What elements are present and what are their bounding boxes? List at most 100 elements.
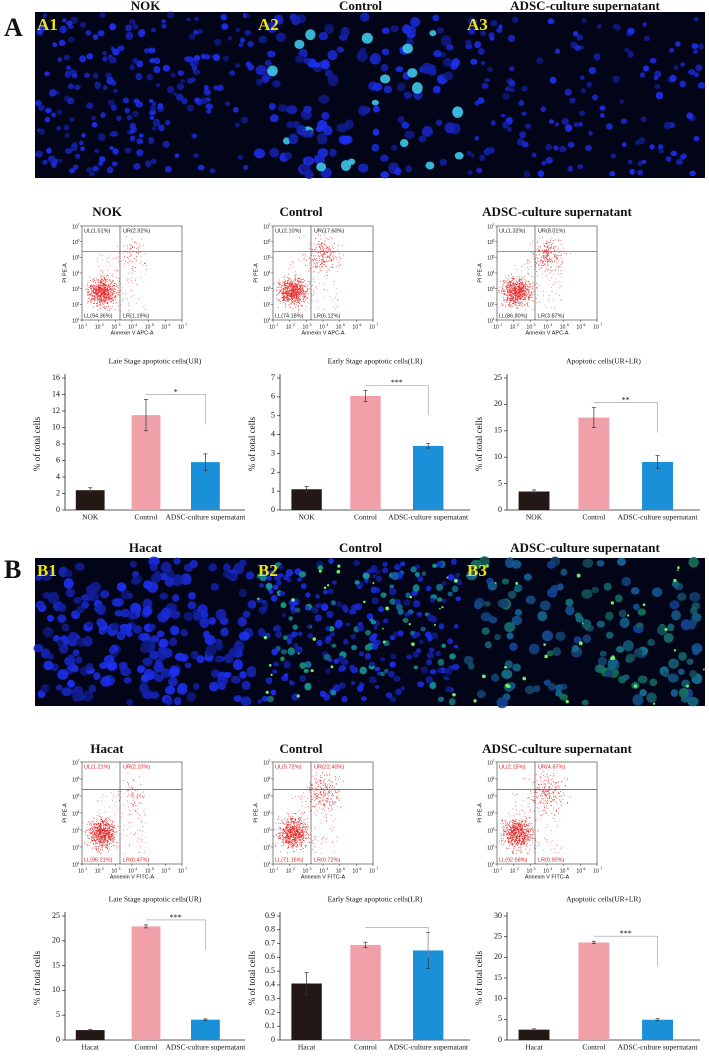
event-dot — [315, 285, 317, 287]
nucleus — [41, 571, 53, 582]
nucleus — [553, 145, 559, 151]
nucleus — [688, 623, 696, 630]
event-dot — [116, 292, 118, 294]
event-dot — [522, 281, 524, 283]
nucleus — [479, 154, 486, 162]
event-dot — [323, 264, 325, 266]
event-dot — [322, 249, 324, 251]
nucleus — [279, 590, 286, 597]
event-dot — [546, 241, 548, 243]
nucleus — [680, 695, 690, 703]
y-tick-base: 10 — [487, 318, 493, 324]
event-dot — [116, 296, 117, 298]
micrograph-label: B2 — [258, 561, 278, 580]
event-dot — [118, 281, 120, 283]
nucleus — [99, 662, 108, 670]
nucleus — [414, 573, 420, 578]
event-dot — [134, 271, 136, 272]
event-dot — [102, 270, 104, 272]
event-dot — [102, 280, 104, 282]
event-dot — [554, 270, 556, 272]
nucleus — [65, 65, 72, 71]
event-dot — [540, 260, 542, 262]
event-dot — [548, 294, 550, 296]
event-dot — [335, 306, 337, 308]
event-dot — [277, 307, 279, 308]
event-dot — [286, 298, 288, 300]
event-dot — [560, 253, 562, 255]
nucleus — [637, 169, 644, 176]
event-dot — [96, 849, 98, 851]
event-dot — [545, 249, 546, 251]
event-dot — [326, 275, 328, 276]
event-dot — [554, 281, 556, 283]
event-dot — [92, 297, 94, 299]
event-dot — [283, 277, 285, 279]
event-dot — [283, 289, 285, 291]
event-dot — [114, 828, 116, 830]
event-dot — [103, 842, 104, 844]
event-dot — [117, 245, 119, 247]
event-dot — [516, 283, 518, 285]
event-dot — [327, 239, 329, 241]
event-dot — [113, 841, 115, 843]
event-dot — [520, 292, 522, 294]
nucleus — [316, 162, 327, 172]
event-dot — [319, 282, 321, 284]
event-dot — [535, 257, 537, 258]
event-dot — [98, 279, 100, 280]
event-dot — [111, 287, 113, 289]
nucleus — [376, 575, 383, 583]
event-dot — [276, 290, 278, 292]
event-dot — [508, 297, 509, 299]
event-dot — [506, 297, 508, 298]
nucleus — [299, 675, 307, 683]
nucleus — [305, 592, 311, 598]
nucleus — [273, 573, 282, 581]
event-dot — [313, 261, 315, 263]
event-dot — [108, 295, 110, 297]
event-dot — [94, 289, 96, 291]
x-tick-base: 10 — [162, 324, 168, 330]
event-dot — [519, 288, 521, 290]
event-dot — [510, 306, 512, 308]
event-dot — [109, 262, 111, 264]
nucleus — [217, 681, 226, 690]
event-dot — [134, 280, 136, 281]
event-dot — [507, 286, 509, 288]
event-dot — [294, 283, 296, 285]
event-dot — [326, 252, 328, 253]
event-dot — [523, 290, 525, 291]
event-dot — [100, 295, 102, 297]
event-dot — [556, 256, 558, 258]
event-dot — [321, 245, 323, 247]
nucleus — [269, 147, 280, 158]
event-dot — [524, 304, 526, 306]
nucleus — [693, 49, 698, 54]
event-dot — [109, 825, 111, 827]
nucleus — [646, 692, 657, 703]
x-tick-base: 10 — [303, 324, 309, 330]
event-dot — [295, 282, 297, 284]
event-dot — [82, 822, 84, 824]
nucleus — [400, 561, 406, 567]
event-dot — [84, 841, 85, 843]
event-dot — [102, 835, 104, 837]
nucleus — [162, 648, 173, 658]
event-dot — [324, 266, 326, 268]
event-dot — [528, 282, 530, 284]
event-dot — [315, 258, 317, 260]
nucleus — [669, 74, 677, 83]
nucleus — [275, 630, 283, 639]
event-dot — [322, 260, 324, 261]
event-dot — [511, 285, 513, 287]
event-dot — [323, 284, 324, 286]
nucleus — [380, 63, 389, 72]
nucleus — [74, 562, 85, 571]
event-dot — [529, 294, 530, 296]
event-dot — [509, 282, 511, 284]
event-dot — [285, 288, 287, 290]
event-dot — [92, 287, 94, 289]
event-dot — [303, 294, 305, 296]
event-dot — [514, 293, 516, 295]
